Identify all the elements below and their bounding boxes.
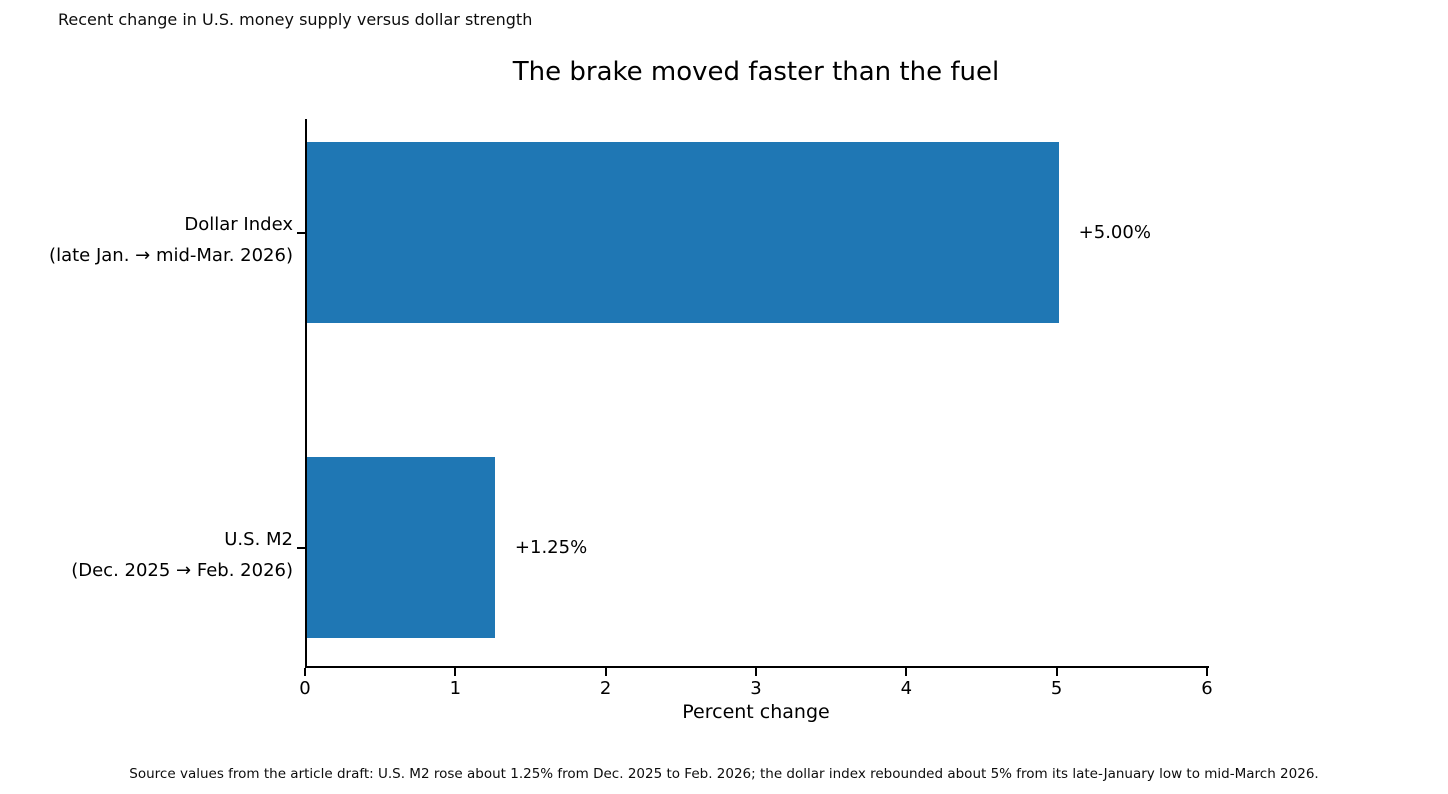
y-tick-label-us-m2: U.S. M2 (Dec. 2025 → Feb. 2026) bbox=[0, 524, 293, 586]
x-tick-label: 0 bbox=[299, 678, 311, 699]
chart-title: The brake moved faster than the fuel bbox=[512, 57, 1000, 87]
bar-row: +5.00% bbox=[307, 142, 1209, 323]
bar-row: +1.25% bbox=[307, 457, 1209, 638]
x-tick-mark bbox=[604, 668, 607, 676]
x-tick-mark bbox=[755, 668, 757, 676]
y-tick-label-dollar-index: Dollar Index (late Jan. → mid-Mar. 2026) bbox=[0, 209, 293, 271]
x-tick-mark bbox=[1055, 668, 1058, 676]
y-tick-label-line1: U.S. M2 bbox=[224, 529, 293, 550]
y-tick-label-line2: (Dec. 2025 → Feb. 2026) bbox=[71, 560, 293, 581]
x-tick-label: 2 bbox=[599, 678, 612, 699]
plot-area: +5.00% +1.25% bbox=[305, 119, 1209, 668]
x-tick-mark bbox=[905, 668, 908, 676]
y-tick-mark bbox=[297, 232, 305, 234]
x-axis-label: Percent change bbox=[682, 701, 830, 723]
x-tick-mark bbox=[1206, 668, 1208, 676]
bar-value-label: +5.00% bbox=[1078, 222, 1151, 243]
source-note: Source values from the article draft: U.… bbox=[129, 766, 1319, 782]
x-tick-label: 6 bbox=[1201, 678, 1213, 699]
x-tick-label: 4 bbox=[900, 678, 913, 699]
x-tick-mark bbox=[304, 668, 306, 676]
bar-value-label: +1.25% bbox=[514, 537, 588, 558]
bar-us-m2 bbox=[307, 457, 495, 638]
x-tick-marks bbox=[304, 668, 1208, 676]
y-tick-label-line2: (late Jan. → mid-Mar. 2026) bbox=[49, 245, 293, 266]
x-tick-label: 5 bbox=[1050, 678, 1063, 699]
bar-dollar-index bbox=[307, 142, 1059, 323]
x-tick-labels: 0 1 2 3 4 5 6 bbox=[299, 678, 1212, 702]
y-tick-label-line1: Dollar Index bbox=[184, 214, 293, 235]
y-tick-mark bbox=[297, 547, 305, 549]
x-tick-mark bbox=[454, 668, 457, 676]
x-tick-label: 3 bbox=[750, 678, 762, 699]
figure-top-note: Recent change in U.S. money supply versu… bbox=[58, 10, 533, 29]
x-tick-label: 1 bbox=[449, 678, 462, 699]
